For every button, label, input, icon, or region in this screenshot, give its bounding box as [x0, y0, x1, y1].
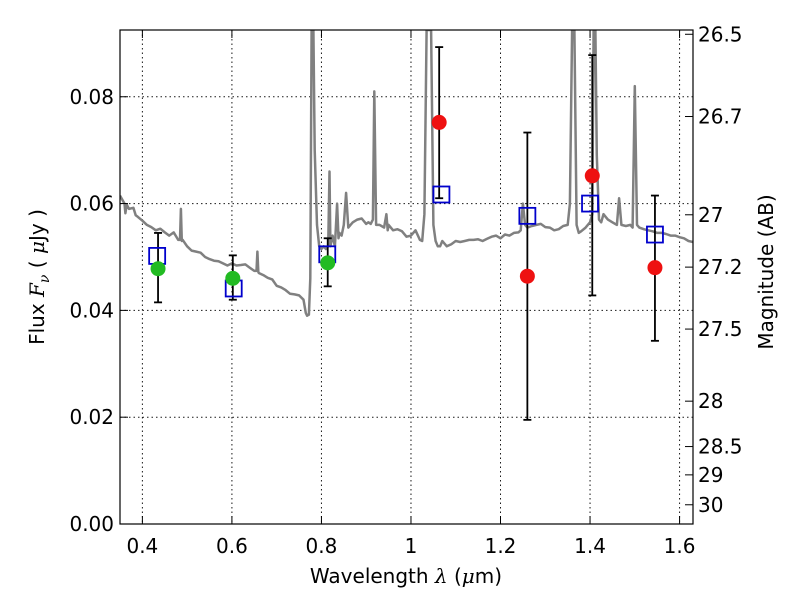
green-data-point	[150, 261, 166, 277]
y-tick-label: 0.06	[69, 192, 114, 216]
x-tick-label: 0.8	[306, 534, 338, 558]
x-axis-label: Wavelength λ (μm)	[310, 564, 502, 588]
y-tick-label: 0.04	[69, 298, 114, 322]
y2-tick-label: 26.5	[698, 22, 743, 46]
x-tick-label: 0.6	[216, 534, 248, 558]
y2-tick-label: 26.7	[698, 105, 743, 129]
model-square	[518, 206, 537, 225]
y2-axis-label: Magnitude (AB)	[754, 194, 778, 349]
x-tick-label: 1.4	[574, 534, 606, 558]
red-data-point	[647, 260, 663, 276]
y2-tick-label: 27	[698, 203, 723, 227]
y2-tick-label: 27.5	[698, 317, 743, 341]
plot-background	[120, 30, 693, 524]
model-square	[646, 225, 664, 244]
y2-tick-label: 28.5	[698, 435, 743, 459]
spectrum-line	[120, 30, 693, 317]
green-data-point	[225, 270, 241, 286]
model-square	[432, 185, 451, 204]
y-tick-label: 0.00	[69, 512, 114, 536]
x-tick-label: 1.6	[664, 534, 696, 558]
y-axis-label: Flux Fν ( μJy )	[25, 209, 53, 345]
y-tick-label: 0.02	[69, 405, 114, 429]
green-data-point	[320, 255, 336, 271]
y2-tick-label: 28	[698, 389, 723, 413]
y2-tick-label: 29	[698, 463, 723, 487]
y-tick-label: 0.08	[69, 85, 114, 109]
x-tick-label: 1	[405, 534, 418, 558]
x-tick-label: 0.4	[126, 534, 158, 558]
red-data-point	[584, 168, 600, 184]
ticks: 0.4 0.6 0.8 1 1.2 1.4 1.6 0.00 0.02 0.04 0.06 0.08 2…	[69, 22, 742, 558]
plot-frame	[119, 29, 694, 525]
red-data-point	[519, 268, 535, 284]
data-layer	[120, 30, 693, 421]
y2-tick-label: 27.2	[698, 255, 743, 279]
model-square	[581, 194, 599, 213]
x-tick-label: 1.2	[485, 534, 517, 558]
red-data-point	[431, 114, 447, 130]
y2-tick-label: 30	[698, 493, 723, 517]
grid	[120, 30, 693, 525]
